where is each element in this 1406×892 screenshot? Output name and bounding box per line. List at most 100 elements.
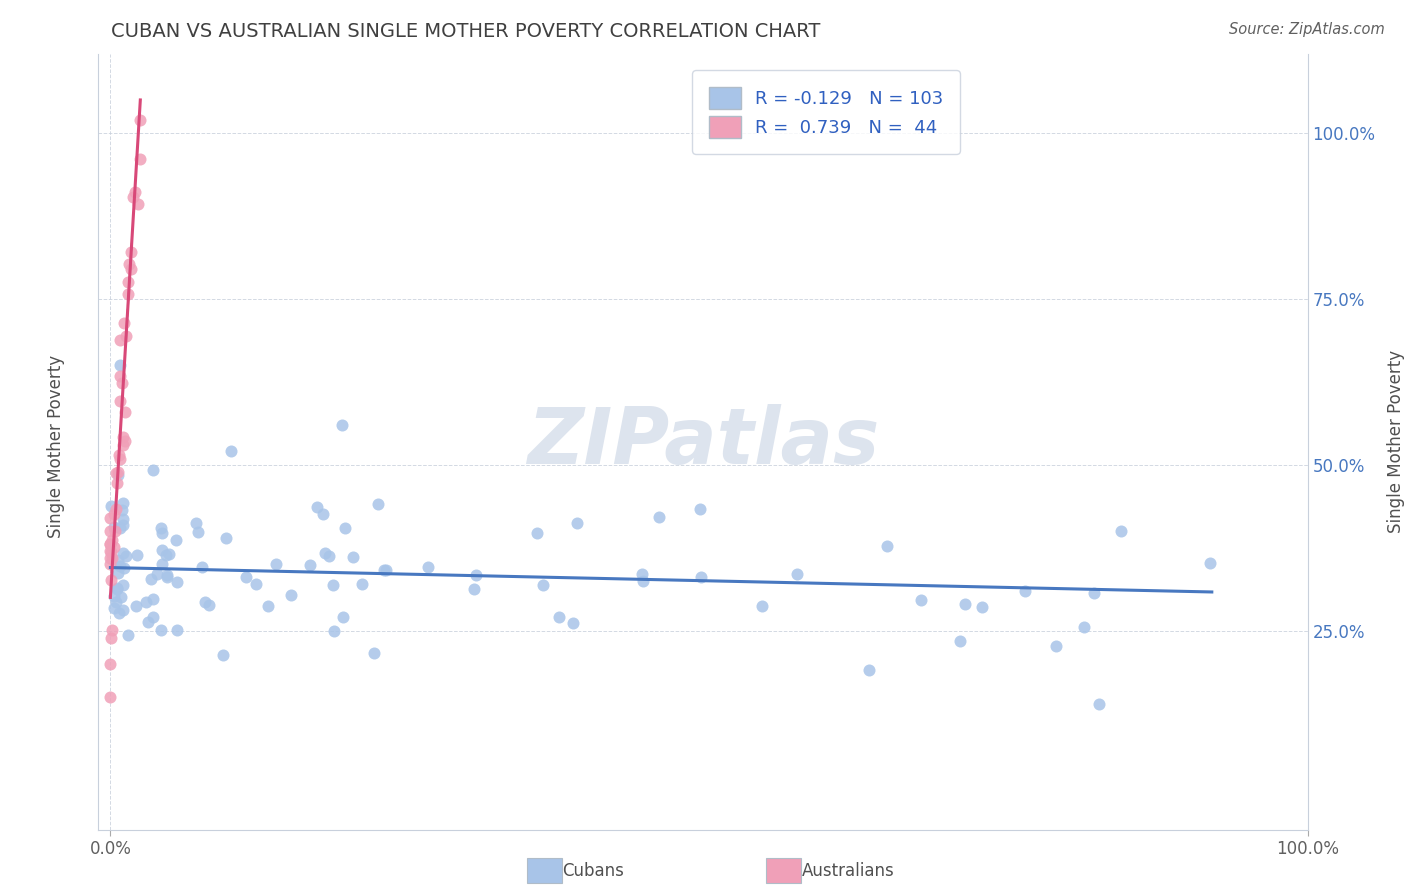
Legend: R = -0.129   N = 103, R =  0.739   N =  44: R = -0.129 N = 103, R = 0.739 N = 44 <box>692 70 960 154</box>
Point <box>689 501 711 516</box>
Point <box>332 610 354 624</box>
Point <box>114 434 136 449</box>
Point <box>548 609 571 624</box>
Point <box>103 590 125 604</box>
Point <box>135 595 157 609</box>
Point <box>416 560 439 574</box>
Point <box>112 430 135 444</box>
Point <box>105 582 128 596</box>
Point <box>1073 620 1095 634</box>
Point <box>342 549 364 564</box>
Point <box>631 567 654 582</box>
Point <box>280 588 302 602</box>
Point <box>100 631 122 645</box>
Point <box>363 646 385 660</box>
Point <box>108 558 131 573</box>
Point <box>786 567 808 582</box>
Point <box>100 690 122 704</box>
Point <box>191 560 214 574</box>
Point <box>1045 639 1067 653</box>
Point <box>219 444 242 458</box>
Point <box>107 581 129 595</box>
Point <box>101 533 124 547</box>
Point <box>307 500 329 514</box>
Point <box>110 334 132 348</box>
Point <box>100 544 122 558</box>
Point <box>565 516 588 530</box>
Point <box>103 540 125 554</box>
Point <box>104 524 127 538</box>
Point <box>100 499 122 513</box>
Point <box>103 601 125 615</box>
Point <box>367 497 389 511</box>
Point <box>111 503 134 517</box>
Point <box>631 574 654 588</box>
Point <box>949 634 972 648</box>
Point <box>120 245 142 260</box>
Point <box>108 393 131 408</box>
Point <box>166 575 188 590</box>
Point <box>105 475 128 490</box>
Point <box>150 526 173 541</box>
Point <box>465 568 488 582</box>
Point <box>108 606 131 620</box>
Point <box>141 572 163 586</box>
Point <box>156 567 179 582</box>
Point <box>212 648 235 662</box>
Point <box>690 570 713 584</box>
Point <box>101 624 124 638</box>
Text: Source: ZipAtlas.com: Source: ZipAtlas.com <box>1229 22 1385 37</box>
Y-axis label: Single Mother Poverty: Single Mother Poverty <box>1386 350 1405 533</box>
Point <box>100 524 122 538</box>
Point <box>1014 584 1036 599</box>
Point <box>245 577 267 591</box>
Point <box>117 275 139 289</box>
Point <box>373 563 395 577</box>
Point <box>561 615 583 630</box>
Point <box>124 599 146 614</box>
Point <box>166 623 188 637</box>
Point <box>107 468 129 483</box>
Point <box>375 563 398 577</box>
Point <box>110 358 132 372</box>
Point <box>100 545 122 559</box>
Point <box>953 598 976 612</box>
Point <box>318 549 340 564</box>
Point <box>142 610 165 624</box>
Point <box>463 582 485 596</box>
Point <box>333 521 356 535</box>
Point <box>311 507 333 521</box>
Point <box>114 317 136 331</box>
Point <box>142 592 165 607</box>
Point <box>107 465 129 479</box>
Point <box>103 520 125 534</box>
Point <box>112 511 135 525</box>
Point <box>350 576 373 591</box>
Point <box>127 548 149 562</box>
Point <box>155 548 177 562</box>
Text: Single Mother Poverty: Single Mother Poverty <box>48 354 65 538</box>
Point <box>114 405 136 419</box>
Point <box>1083 586 1105 600</box>
Point <box>110 368 132 383</box>
Point <box>100 537 122 551</box>
Point <box>118 257 141 271</box>
Point <box>332 417 354 432</box>
Point <box>194 595 217 609</box>
Point <box>257 599 280 613</box>
Point <box>145 567 167 582</box>
Point <box>150 558 173 572</box>
Point <box>235 569 257 583</box>
Point <box>112 546 135 560</box>
Point <box>127 196 149 211</box>
Point <box>314 546 336 560</box>
Point <box>104 467 127 481</box>
Point <box>264 558 287 572</box>
Point <box>322 578 344 592</box>
Point <box>214 531 236 545</box>
Point <box>111 376 134 390</box>
Point <box>100 558 122 572</box>
Text: Australians: Australians <box>801 862 894 880</box>
Point <box>858 663 880 677</box>
Text: Cubans: Cubans <box>562 862 624 880</box>
